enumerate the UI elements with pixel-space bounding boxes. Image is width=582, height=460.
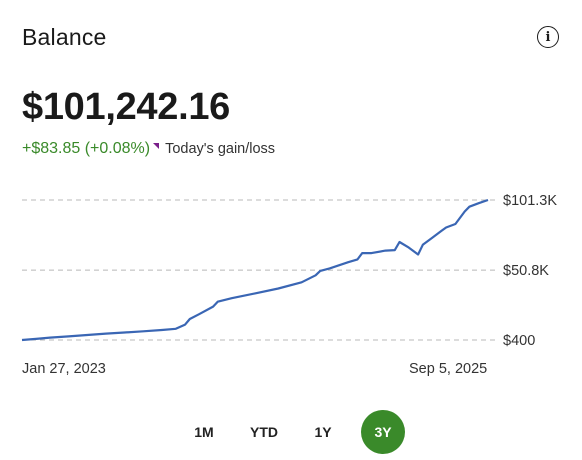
range-ytd-button[interactable]: YTD <box>250 424 278 440</box>
y-tick-label: $101.3K <box>503 193 557 209</box>
range-3y-button[interactable]: 3Y <box>361 410 405 454</box>
gain-value: +$83.85 (+0.08%) <box>22 140 151 157</box>
range-1m-button[interactable]: 1M <box>194 424 214 440</box>
gain-label: Today's gain/loss <box>165 141 276 157</box>
balance-title: Balance <box>22 24 107 50</box>
x-end-label: Sep 5, 2025 <box>409 361 488 377</box>
range-selector: 1M YTD 1Y 3Y <box>0 410 582 454</box>
chart-y-ticks: $101.3K $50.8K $400 <box>503 193 557 349</box>
balance-value: $101,242.16 <box>22 86 231 128</box>
info-icon[interactable]: i <box>537 26 559 48</box>
chart-grid <box>22 199 497 341</box>
gain-row: +$83.85 (+0.08%) Today's gain/loss <box>22 140 275 158</box>
balance-chart: $101.3K $50.8K $400 <box>21 193 557 349</box>
balance-series-line <box>21 198 489 342</box>
x-start-label: Jan 27, 2023 <box>22 361 106 377</box>
info-glyph: i <box>545 30 551 45</box>
y-tick-label: $50.8K <box>503 263 549 279</box>
gain-flag-icon <box>153 143 160 149</box>
range-1y-button[interactable]: 1Y <box>314 424 332 440</box>
y-tick-label: $400 <box>503 333 535 349</box>
